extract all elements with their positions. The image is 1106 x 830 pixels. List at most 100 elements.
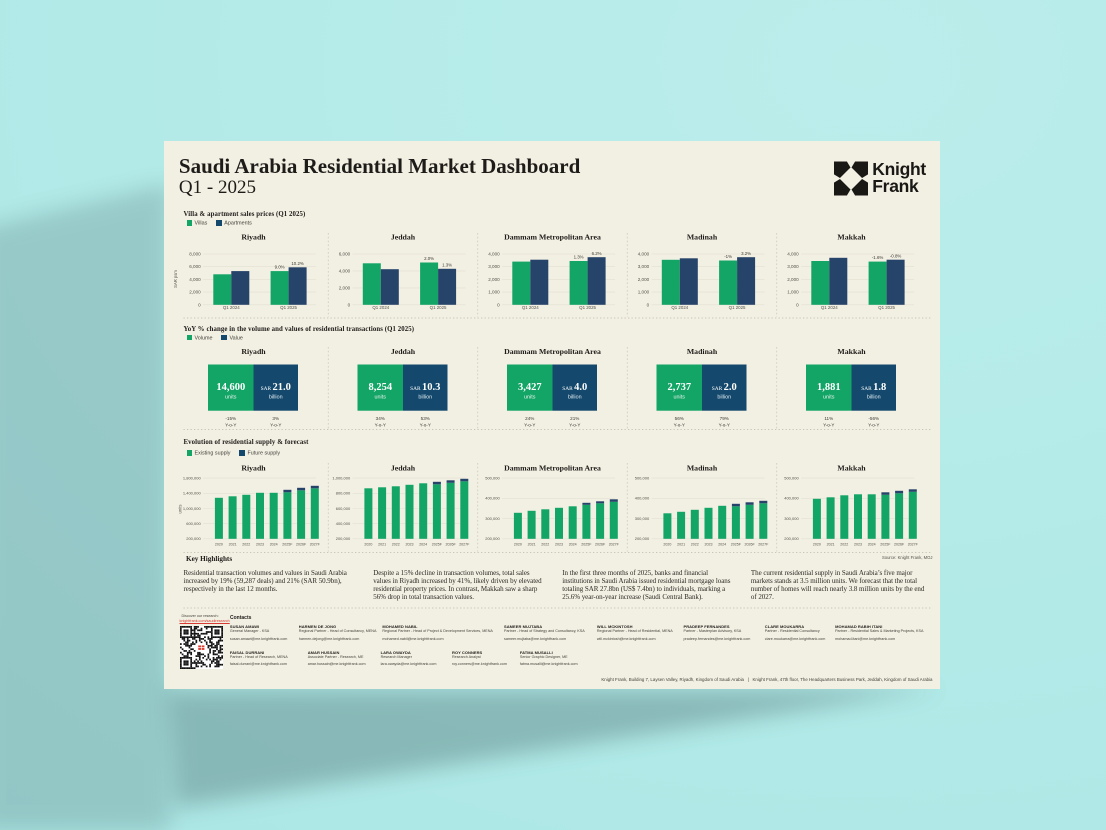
- svg-text:300,000: 300,000: [635, 516, 650, 521]
- svg-text:1,400,000: 1,400,000: [183, 491, 202, 496]
- svg-text:Jeddah: Jeddah: [391, 233, 416, 242]
- svg-text:2022: 2022: [840, 542, 848, 546]
- svg-text:6.2%: 6.2%: [592, 251, 602, 256]
- svg-text:11%: 11%: [824, 416, 833, 421]
- svg-text:3.2%: 3.2%: [741, 251, 751, 256]
- svg-text:24%: 24%: [525, 416, 534, 421]
- svg-text:9.0%: 9.0%: [275, 265, 285, 270]
- svg-text:2023: 2023: [406, 542, 414, 546]
- svg-text:Madinah: Madinah: [687, 347, 718, 356]
- svg-text:14,600: 14,600: [216, 382, 245, 393]
- svg-text:billion: billion: [568, 395, 582, 401]
- svg-text:2,000: 2,000: [488, 277, 500, 282]
- svg-text:0: 0: [348, 302, 351, 307]
- svg-text:2022: 2022: [691, 542, 699, 546]
- svg-text:Q1 2025: Q1 2025: [729, 305, 746, 310]
- svg-text:0: 0: [198, 302, 201, 307]
- svg-text:SAR 21.0: SAR 21.0: [261, 382, 291, 393]
- svg-text:600,000: 600,000: [186, 521, 201, 526]
- svg-text:Y-o-Y: Y-o-Y: [524, 423, 535, 428]
- svg-text:units: units: [674, 395, 686, 401]
- svg-text:2024: 2024: [270, 542, 278, 546]
- svg-text:Dammam Metropolitan Area: Dammam Metropolitan Area: [504, 464, 601, 473]
- svg-text:200,000: 200,000: [635, 536, 650, 541]
- svg-text:200,000: 200,000: [336, 536, 351, 541]
- svg-text:200,000: 200,000: [485, 536, 500, 541]
- svg-text:0: 0: [796, 302, 799, 307]
- svg-text:1,000,000: 1,000,000: [183, 506, 202, 511]
- svg-text:2023: 2023: [705, 542, 713, 546]
- svg-text:300,000: 300,000: [784, 516, 799, 521]
- svg-text:3,000: 3,000: [488, 264, 500, 269]
- svg-text:2027F: 2027F: [908, 542, 919, 546]
- svg-text:2,000: 2,000: [189, 290, 201, 295]
- svg-text:-0.8%: -0.8%: [890, 253, 902, 258]
- svg-text:Q1 2025: Q1 2025: [579, 305, 596, 310]
- svg-text:Jeddah: Jeddah: [391, 464, 416, 473]
- svg-text:Jeddah: Jeddah: [391, 347, 416, 356]
- svg-text:Y-o-Y: Y-o-Y: [719, 423, 730, 428]
- svg-text:2023: 2023: [256, 542, 264, 546]
- svg-text:Y-o-Y: Y-o-Y: [420, 423, 431, 428]
- svg-text:Y-o-Y: Y-o-Y: [674, 423, 685, 428]
- svg-text:billion: billion: [418, 395, 432, 401]
- svg-text:2026F: 2026F: [894, 542, 905, 546]
- svg-text:Q1 2024: Q1 2024: [223, 305, 240, 310]
- svg-text:units: units: [225, 395, 237, 401]
- svg-text:2020: 2020: [663, 542, 671, 546]
- svg-text:units: units: [524, 395, 536, 401]
- svg-text:2020: 2020: [215, 542, 223, 546]
- svg-text:2026F: 2026F: [296, 542, 307, 546]
- svg-text:Q1 2024: Q1 2024: [522, 305, 539, 310]
- svg-text:2027F: 2027F: [459, 542, 470, 546]
- svg-text:500,000: 500,000: [635, 476, 650, 481]
- svg-text:200,000: 200,000: [186, 536, 201, 541]
- svg-text:79%: 79%: [720, 416, 729, 421]
- svg-text:2025F: 2025F: [880, 542, 891, 546]
- svg-text:4,000: 4,000: [189, 277, 201, 282]
- svg-text:Riyadh: Riyadh: [241, 347, 266, 356]
- svg-text:21%: 21%: [570, 416, 579, 421]
- svg-text:SAR 10.3: SAR 10.3: [410, 382, 440, 393]
- svg-text:1,881: 1,881: [817, 382, 841, 393]
- svg-text:2021: 2021: [229, 542, 237, 546]
- svg-text:2024: 2024: [569, 542, 577, 546]
- svg-text:400,000: 400,000: [485, 496, 500, 501]
- svg-text:3,427: 3,427: [518, 382, 542, 393]
- svg-text:Y-o-Y: Y-o-Y: [375, 423, 386, 428]
- svg-text:SAR 2.0: SAR 2.0: [712, 382, 737, 393]
- svg-text:500,000: 500,000: [485, 476, 500, 481]
- svg-text:2,000: 2,000: [339, 285, 351, 290]
- svg-text:2,000: 2,000: [638, 277, 650, 282]
- svg-text:2026F: 2026F: [445, 542, 456, 546]
- svg-text:2023: 2023: [854, 542, 862, 546]
- svg-text:billion: billion: [269, 395, 283, 401]
- svg-text:Y-o-Y: Y-o-Y: [823, 423, 834, 428]
- svg-text:1,000: 1,000: [488, 290, 500, 295]
- svg-text:Madinah: Madinah: [687, 233, 718, 242]
- svg-text:Q1 2025: Q1 2025: [878, 305, 895, 310]
- svg-text:0: 0: [497, 302, 500, 307]
- svg-text:2021: 2021: [378, 542, 386, 546]
- svg-text:-15%: -15%: [225, 416, 236, 421]
- svg-text:2023: 2023: [555, 542, 563, 546]
- svg-text:Q1 2024: Q1 2024: [372, 305, 389, 310]
- svg-text:Q1 2025: Q1 2025: [280, 305, 297, 310]
- svg-text:SAR 1.8: SAR 1.8: [861, 382, 886, 393]
- svg-text:400,000: 400,000: [784, 496, 799, 501]
- svg-text:SAR 4.0: SAR 4.0: [562, 382, 587, 393]
- svg-text:2022: 2022: [392, 542, 400, 546]
- svg-text:56%: 56%: [675, 416, 684, 421]
- svg-text:2021: 2021: [677, 542, 685, 546]
- svg-text:Madinah: Madinah: [687, 464, 718, 473]
- svg-text:6,000: 6,000: [189, 264, 201, 269]
- svg-text:3%: 3%: [272, 416, 279, 421]
- svg-text:300,000: 300,000: [485, 516, 500, 521]
- svg-text:1.3%: 1.3%: [442, 262, 452, 267]
- svg-text:2025F: 2025F: [731, 542, 742, 546]
- svg-text:2022: 2022: [541, 542, 549, 546]
- svg-text:2024: 2024: [868, 542, 876, 546]
- svg-text:billion: billion: [867, 395, 881, 401]
- svg-text:-56%: -56%: [868, 416, 879, 421]
- svg-text:2026F: 2026F: [744, 542, 755, 546]
